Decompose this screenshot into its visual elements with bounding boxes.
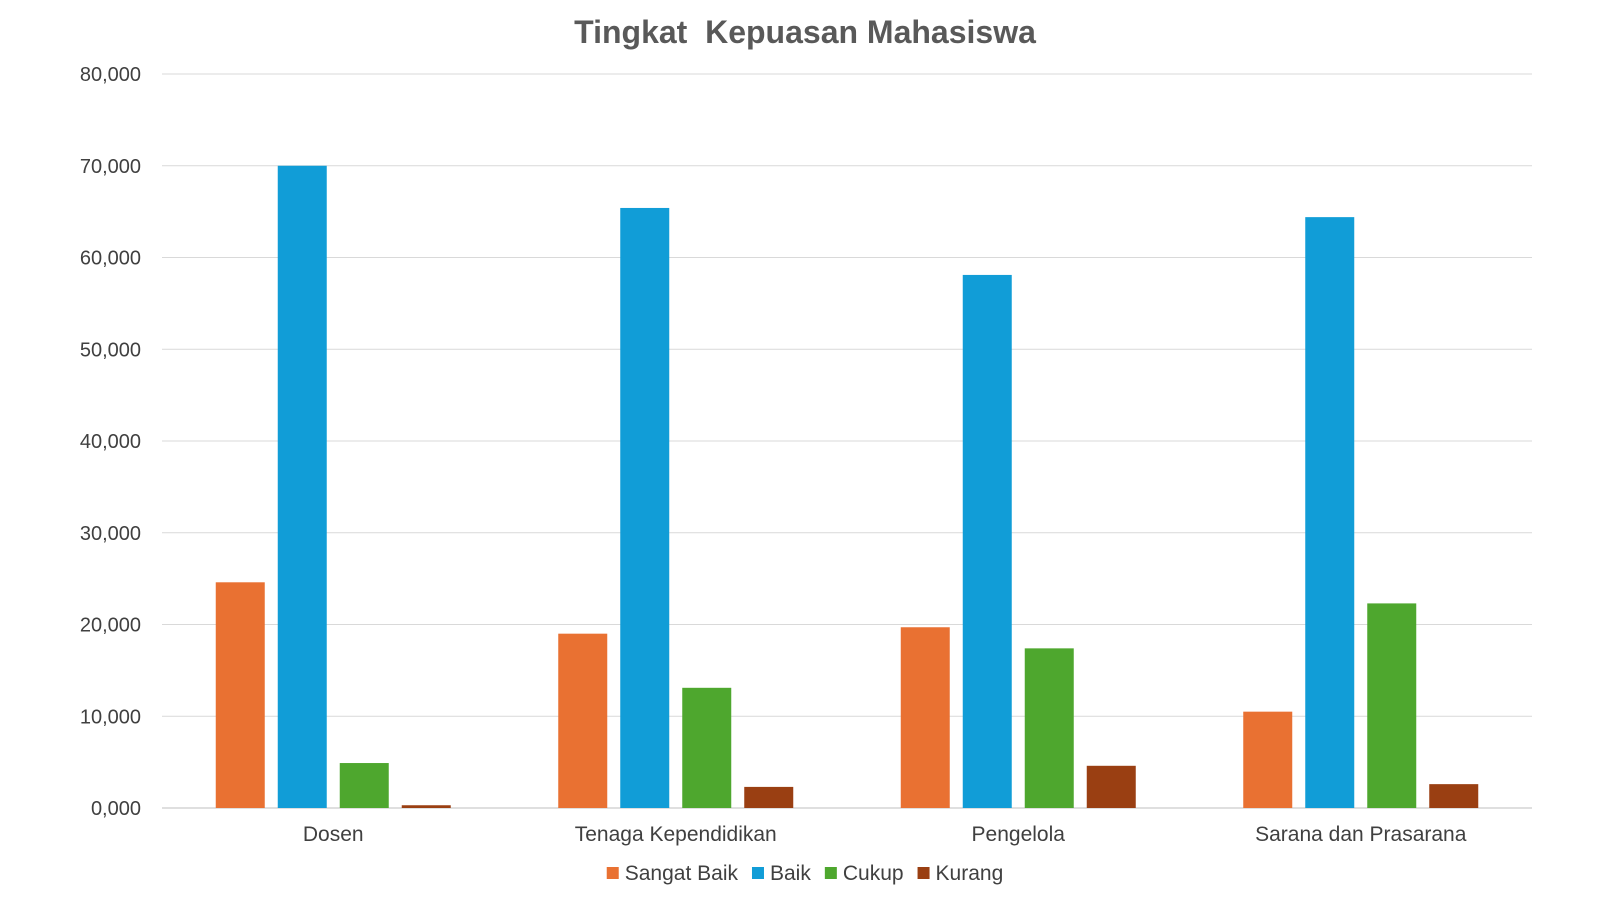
y-tick-label: 60,000 (80, 248, 141, 270)
bar-cukup-1 (682, 687, 732, 808)
legend-label: Kurang (936, 862, 1004, 885)
y-axis-ticks: 0,000 10,000 20,000 30,000 40,000 50,000 60,00… (80, 64, 141, 820)
chart-title: Tingkat Kepuasan Mahasiswa (574, 14, 1036, 50)
y-tick-label: 40,000 (80, 431, 141, 453)
legend: Sangat Baik Baik Cukup Kurang (606, 862, 1004, 885)
gridlines (162, 73, 1532, 809)
legend-swatch (917, 867, 930, 879)
bar-baik-0 (277, 165, 327, 808)
bar-cukup-2 (1024, 648, 1074, 808)
x-category-label: Tenaga Kependidikan (575, 823, 777, 846)
bar-sangat-baik-3 (1243, 711, 1293, 808)
bar-baik-1 (620, 207, 670, 808)
bar-kurang-2 (1086, 765, 1136, 808)
legend-item: Sangat Baik (606, 862, 739, 885)
bar-kurang-0 (401, 805, 451, 808)
y-tick-label: 10,000 (80, 706, 141, 728)
bar-baik-2 (962, 274, 1012, 808)
x-category-label: Dosen (303, 823, 364, 846)
y-tick-label: 70,000 (80, 156, 141, 178)
x-category-label: Pengelola (972, 823, 1066, 846)
bar-kurang-3 (1429, 784, 1479, 808)
bars (215, 165, 1479, 808)
bar-kurang-1 (744, 786, 794, 808)
bar-sangat-baik-2 (900, 627, 950, 808)
y-tick-label: 0,000 (91, 798, 141, 820)
legend-item: Kurang (917, 862, 1004, 885)
y-tick-label: 50,000 (80, 339, 141, 361)
bar-cukup-3 (1367, 603, 1417, 808)
legend-item: Baik (751, 862, 811, 885)
legend-label: Baik (770, 862, 811, 885)
bar-cukup-0 (339, 763, 389, 808)
bar-sangat-baik-0 (215, 582, 265, 808)
legend-item: Cukup (824, 862, 904, 885)
bar-baik-3 (1305, 217, 1355, 808)
legend-swatch (606, 867, 619, 879)
legend-label: Sangat Baik (625, 862, 739, 885)
y-tick-label: 80,000 (80, 64, 141, 86)
y-tick-label: 30,000 (80, 523, 141, 545)
y-tick-label: 20,000 (80, 615, 141, 637)
x-axis: Dosen Tenaga Kependidikan Pengelola Sarana … (303, 823, 1467, 846)
bar-sangat-baik-1 (558, 633, 608, 808)
legend-swatch (751, 867, 764, 879)
legend-label: Cukup (843, 862, 904, 885)
x-category-label: Sarana dan Prasarana (1255, 823, 1467, 846)
legend-swatch (824, 867, 837, 879)
